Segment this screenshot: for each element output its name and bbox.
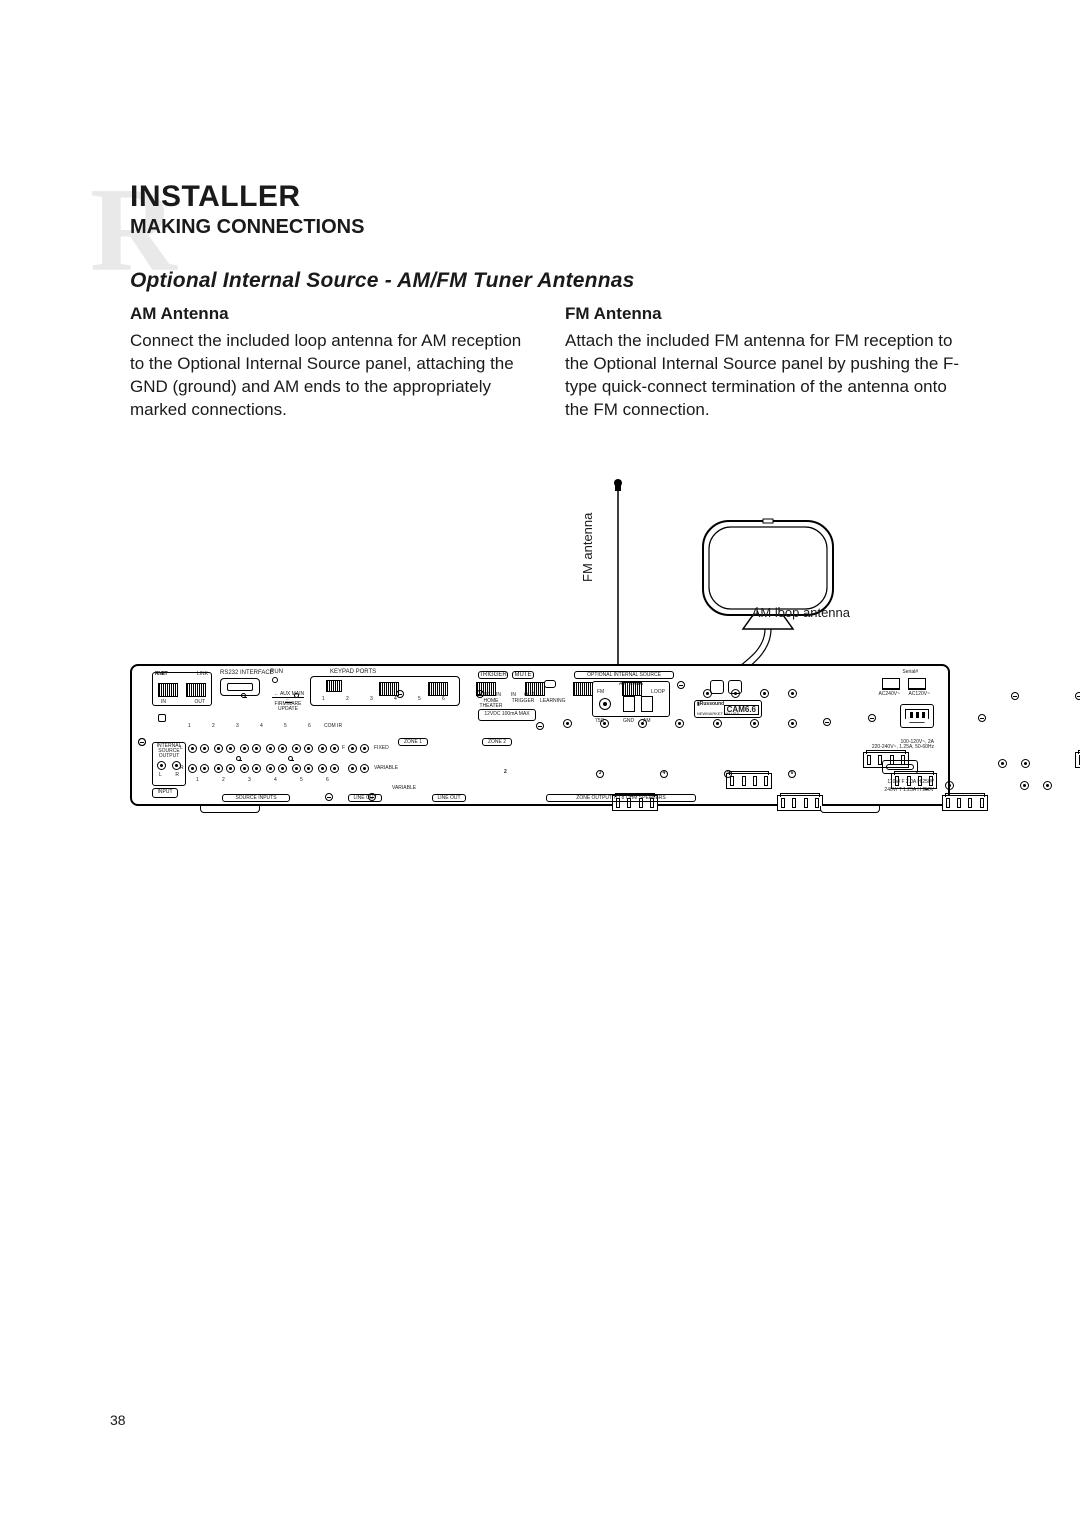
rs232-label: RS232 INTERFACE xyxy=(220,670,274,676)
page-content: R INSTALLER MAKING CONNECTIONS Optional … xyxy=(110,180,970,837)
zone-output-label: ZONE OUTPUT TO 8 OHM SPEAKERS xyxy=(546,794,696,802)
brand-block: ▮Russound NEWMARKET NH USA CAM6.6 xyxy=(694,700,762,718)
fm-heading: FM Antenna xyxy=(565,303,970,326)
source-inputs: L R 1 2 3 4 5 6 xyxy=(188,742,338,794)
fuse-rating-1: 110V/ F 2.0A H 250V xyxy=(887,780,934,785)
column-fm: FM Antenna Attach the included FM antenn… xyxy=(565,303,970,422)
run-label: RUN xyxy=(270,669,283,675)
input-label: INPUT xyxy=(152,788,178,798)
zone1-label: ZONE 1 xyxy=(398,738,428,746)
am-antenna-label: AM loop antenna xyxy=(752,605,850,620)
fuse-rating-2: 240V/ T 1.25A H 250V xyxy=(884,788,934,793)
title-installer: INSTALLER xyxy=(130,180,970,214)
serial-label: Serial# xyxy=(902,670,918,675)
fuse-holder xyxy=(882,760,918,774)
rear-panel: RNET LINK IN OUT RS232 INTERFACE RUN ← A… xyxy=(130,664,950,806)
twelve-vdc: 12VDC 100mA MAX xyxy=(478,709,536,721)
panel-screw xyxy=(138,738,146,746)
am-body: Connect the included loop antenna for AM… xyxy=(130,330,535,422)
zone2-label: ZONE 2 xyxy=(482,738,512,746)
learning-label: LEARNING xyxy=(540,699,566,704)
two-column-text: AM Antenna Connect the included loop ant… xyxy=(130,303,970,422)
column-am: AM Antenna Connect the included loop ant… xyxy=(130,303,535,422)
figure: FM antenna AM loop antenna RNET xyxy=(130,477,950,837)
keypad-label: KEYPAD PORTS xyxy=(330,669,376,675)
iec-inlet xyxy=(900,704,934,728)
rs232-port xyxy=(220,678,260,696)
trigger-label: TRIGGER xyxy=(478,671,508,679)
am-heading: AM Antenna xyxy=(130,303,535,326)
mute-label: MUTE xyxy=(512,671,534,679)
page-number: 38 xyxy=(110,1412,126,1428)
power-spec: 100-120V~, 2A 220-240V~, 1.25A, 50-60Hz xyxy=(844,740,934,751)
source-inputs-label: SOURCE INPUTS xyxy=(222,794,290,802)
ois-panel: ANTENNA FM LOOP 75Ω GND AM xyxy=(592,681,670,717)
title-subsection: Optional Internal Source - AM/FM Tuner A… xyxy=(130,269,970,293)
rnet-link-block: RNET LINK IN OUT xyxy=(152,672,212,706)
firmware-label: ← AUX MAIN → FIRMWARE UPDATE xyxy=(268,692,308,712)
header-block: INSTALLER MAKING CONNECTIONS Optional In… xyxy=(110,180,970,293)
ois-label: OPTIONAL INTERNAL SOURCE xyxy=(574,671,674,679)
fm-antenna-label: FM antenna xyxy=(580,512,595,581)
fm-body: Attach the included FM antenna for FM re… xyxy=(565,330,970,422)
title-section: MAKING CONNECTIONS xyxy=(130,216,970,239)
